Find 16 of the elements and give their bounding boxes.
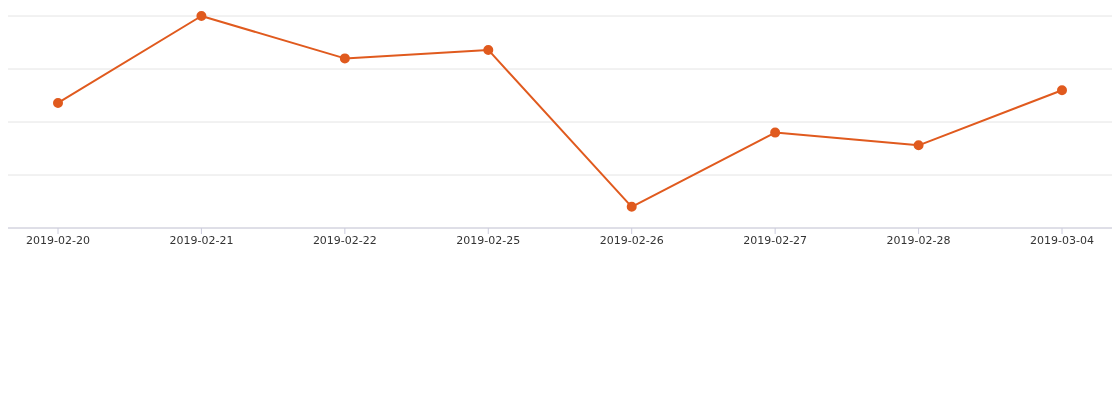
- point: [196, 11, 207, 21]
- point: [53, 97, 63, 108]
- point: [626, 201, 637, 212]
- x-tick-label: 2019-02-27: [743, 233, 808, 247]
- point: [1057, 85, 1067, 96]
- point: [770, 127, 781, 138]
- x-tick-label: 2019-02-25: [456, 233, 521, 247]
- x-tick-label: 2019-02-28: [886, 233, 951, 247]
- x-tick-label: 2019-02-26: [599, 233, 664, 247]
- point: [913, 140, 924, 151]
- point: [339, 53, 350, 64]
- x-tick-label: 2019-03-04: [1030, 233, 1094, 247]
- x-tick-label: 2019-02-22: [312, 233, 377, 247]
- x-tick-label: 2019-02-21: [169, 233, 234, 247]
- point: [483, 44, 494, 55]
- x-tick-label: 2019-02-20: [26, 233, 90, 247]
